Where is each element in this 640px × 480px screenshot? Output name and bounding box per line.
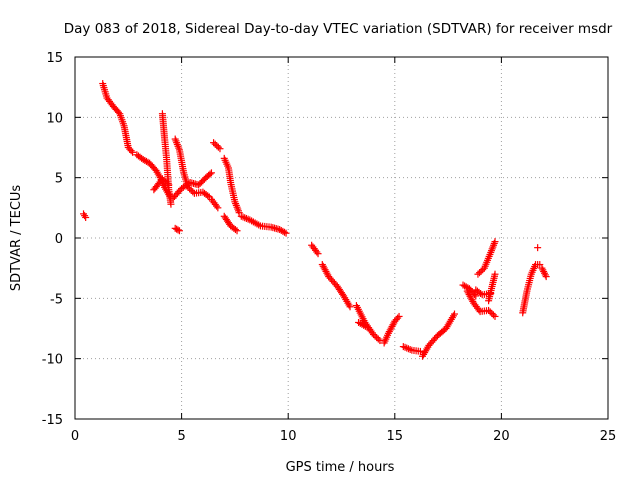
data-point (207, 169, 215, 177)
data-point (242, 214, 250, 222)
data-point (167, 200, 175, 208)
data-point (401, 343, 409, 351)
data-point (187, 186, 195, 194)
data-point (371, 332, 379, 340)
chart-title: Day 083 of 2018, Sidereal Day-to-day VTE… (64, 21, 613, 37)
x-tick-label: 0 (71, 429, 79, 444)
data-point (489, 311, 497, 319)
data-point (488, 309, 496, 317)
data-point (406, 345, 414, 353)
data-point (313, 248, 321, 256)
data-point (477, 267, 485, 275)
data-point (474, 270, 482, 278)
data-points (80, 80, 550, 360)
y-tick-label: 15 (46, 51, 63, 66)
data-point (404, 345, 412, 353)
data-point (346, 303, 354, 311)
data-point (175, 227, 183, 235)
data-point (395, 312, 403, 320)
data-point (491, 238, 499, 246)
data-point (235, 209, 243, 217)
y-tick-label: 10 (46, 111, 63, 126)
data-point (186, 185, 194, 193)
data-point (361, 322, 369, 330)
data-point (541, 271, 549, 279)
data-point (475, 306, 483, 314)
data-point (237, 212, 245, 220)
data-point (204, 192, 212, 200)
axis-ticks: 0 5 10 15 20 25 -15 -10 -5 0 5 10 15 (42, 51, 617, 444)
data-point (127, 147, 135, 155)
data-point (280, 228, 288, 236)
data-point (216, 145, 224, 153)
data-point (476, 269, 484, 277)
data-point (233, 227, 241, 235)
data-point (536, 261, 544, 269)
y-axis-label: SDTVAR / TECUs (9, 185, 24, 292)
data-point (213, 142, 221, 150)
data-point (542, 273, 550, 281)
data-point (491, 312, 499, 320)
x-axis-label: GPS time / hours (286, 460, 395, 475)
data-point (174, 226, 182, 234)
data-point (399, 343, 407, 351)
data-point (538, 264, 546, 272)
data-point (160, 176, 168, 184)
data-point (394, 314, 402, 322)
x-tick-label: 20 (493, 429, 510, 444)
data-point (213, 202, 221, 210)
data-point (363, 323, 371, 331)
data-point (244, 215, 252, 223)
data-point (210, 139, 218, 147)
data-point (184, 183, 192, 191)
data-point (491, 270, 499, 278)
data-point (214, 204, 222, 212)
y-tick-label: 5 (55, 172, 63, 187)
data-point (231, 226, 239, 234)
data-point (369, 331, 377, 339)
x-tick-label: 25 (600, 429, 617, 444)
data-point (314, 250, 322, 258)
grid (75, 57, 608, 419)
data-point (486, 308, 494, 316)
x-tick-label: 5 (177, 429, 185, 444)
data-point (539, 266, 547, 274)
data-point (211, 140, 219, 148)
data-point (282, 229, 290, 237)
data-point (540, 268, 548, 276)
data-point (373, 334, 381, 342)
data-point (214, 143, 222, 151)
data-point (534, 244, 542, 252)
data-point (239, 213, 247, 221)
data-point (82, 213, 90, 221)
data-point (81, 212, 89, 220)
y-tick-label: -10 (42, 353, 63, 368)
data-point (374, 335, 382, 343)
data-point (450, 310, 458, 318)
data-point (477, 290, 485, 298)
x-tick-label: 15 (387, 429, 404, 444)
data-point (416, 347, 424, 355)
data-point (206, 170, 214, 178)
data-point (241, 214, 249, 222)
data-point (485, 306, 493, 314)
x-tick-label: 10 (280, 429, 297, 444)
data-point (189, 188, 197, 196)
y-tick-label: -15 (42, 413, 63, 428)
plot-frame (74, 56, 609, 420)
data-point (129, 148, 137, 156)
y-tick-label: 0 (55, 232, 63, 247)
data-point (540, 269, 548, 277)
y-tick-label: -5 (50, 292, 63, 307)
data-point (403, 344, 411, 352)
